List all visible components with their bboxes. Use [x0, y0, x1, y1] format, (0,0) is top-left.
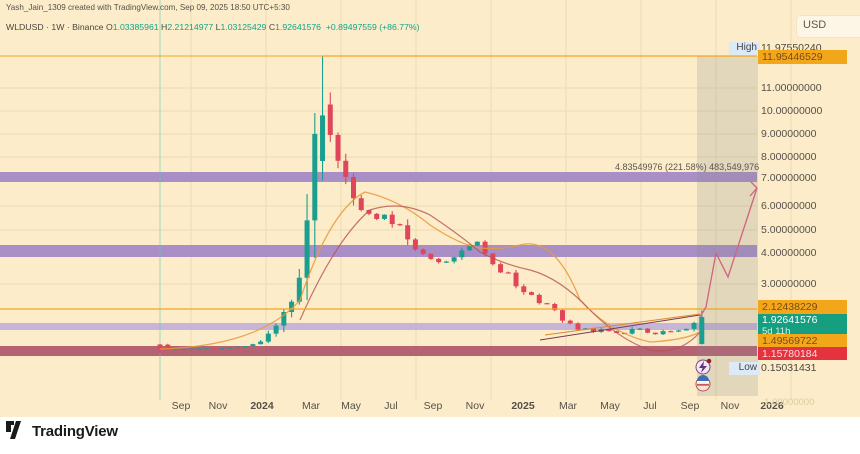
svg-text:4.83549976 (221.58%) 483,549,9: 4.83549976 (221.58%) 483,549,976 — [615, 162, 759, 172]
